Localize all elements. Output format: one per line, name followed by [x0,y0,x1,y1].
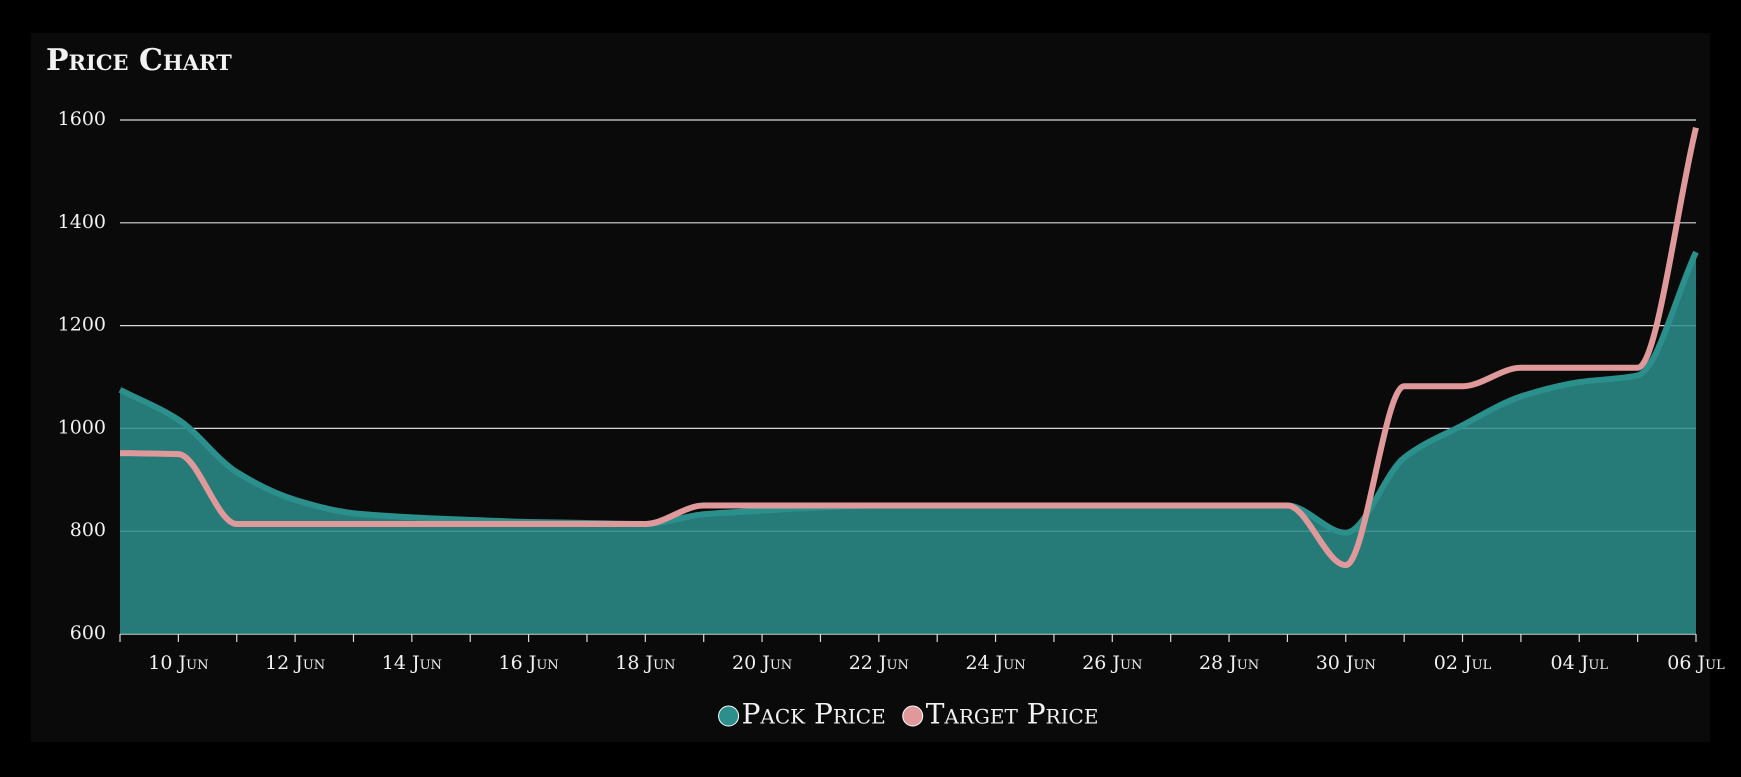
y-tick-label: 1000 [58,416,106,438]
y-tick-label: 1600 [58,108,106,130]
x-tick-label: 20 Jun [732,652,792,674]
legend-swatch [902,705,924,727]
x-tick-label: 26 Jun [1082,652,1142,674]
x-tick-label: 18 Jun [615,652,675,674]
legend: Pack Price Target Price [718,698,1099,731]
area [120,252,1696,634]
line [119,127,1699,569]
chart-title: Price Chart [46,43,232,78]
x-tick-label: 16 Jun [499,652,559,674]
x-tick-label: 10 Jun [148,652,208,674]
y-tick-label: 800 [70,519,106,541]
legend-label: Target Price [926,698,1099,731]
legend-swatch [718,705,740,727]
y-tick-label: 1200 [58,314,106,336]
x-tick-label: 06 Jul [1667,652,1725,674]
x-tick-label: 12 Jun [265,652,325,674]
y-tick-label: 1400 [58,211,106,233]
x-tick-label: 04 Jul [1551,652,1609,674]
legend-label: Pack Price [742,698,886,731]
x-tick-label: 22 Jun [849,652,909,674]
x-tick-label: 02 Jul [1434,652,1492,674]
x-tick-label: 14 Jun [382,652,442,674]
x-tick-label: 30 Jun [1316,652,1376,674]
x-tick-label: 28 Jun [1199,652,1259,674]
y-tick-label: 600 [70,622,106,644]
x-tick-label: 24 Jun [965,652,1025,674]
